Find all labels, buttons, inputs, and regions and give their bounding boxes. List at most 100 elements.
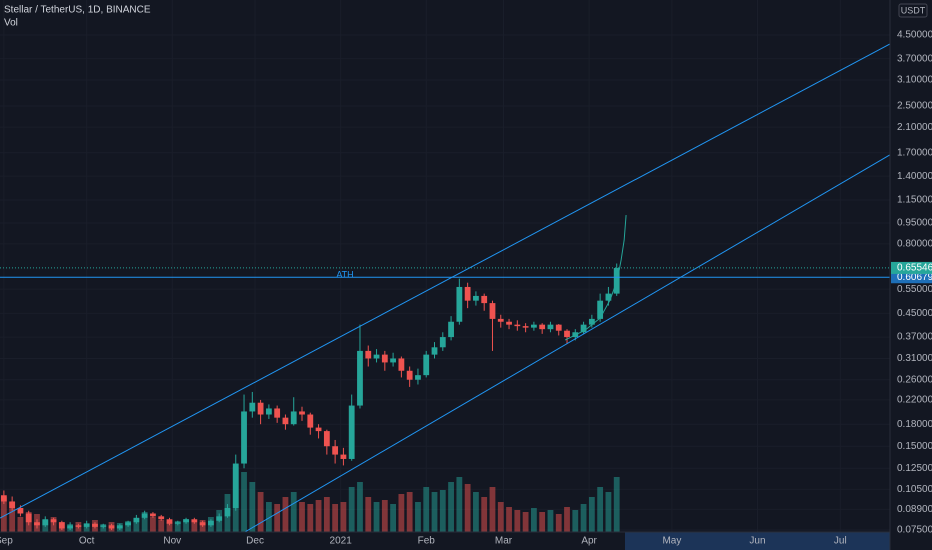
candle-body [323,431,330,447]
candle-body [473,295,479,301]
volume-bar [191,522,198,532]
volume-bar [539,512,546,532]
volume-bar [555,514,562,532]
candle-body [481,295,488,304]
last-price-badge [891,261,932,274]
candle-body [423,354,430,376]
volume-bar [249,482,256,532]
currency-badge[interactable] [898,3,928,18]
volume-bar [580,504,587,532]
volume-bar [489,487,496,532]
candle-body [150,513,156,517]
x-tick-label: Oct [79,536,95,547]
ath-label: ATH [336,269,353,279]
candle-body [232,463,239,509]
volume-bar [340,502,347,532]
volume-bar [572,510,579,532]
candle-body [448,321,454,338]
volume-bar [265,502,272,532]
trend-line [0,43,890,519]
volume-bar [481,497,488,532]
volume-bar [381,500,388,532]
volume-bar [183,519,189,532]
y-tick-label: 0.95000 [897,218,932,229]
volume-bar [448,482,454,532]
candle-body [116,525,123,529]
volume-bar [373,502,380,532]
candle-body [34,522,40,526]
volume-bar [141,512,148,532]
candle-body [158,516,165,520]
candle-body [282,417,289,425]
candle-body [241,411,247,464]
candle-body [108,525,115,529]
grid [0,0,890,532]
volume-bar [241,472,247,532]
candle-body [25,513,32,523]
y-tick-label: 4.50000 [897,30,932,41]
y-tick-label: 0.15000 [897,441,932,452]
volume-legend: Vol [4,18,18,29]
volume-bar [315,500,322,532]
y-tick-label: 0.22000 [897,395,932,406]
x-tick-label: 2021 [330,536,353,547]
candle-body [307,414,314,428]
y-tick-label: 0.26000 [897,374,932,385]
y-tick-label: 3.10000 [897,75,932,86]
candle-body [216,516,223,521]
candle-body [9,501,16,509]
volume-bar [522,512,529,532]
y-tick-label: 0.45000 [897,308,932,319]
candle-body [464,286,471,301]
volume-bar [150,517,156,532]
time-range-highlight [625,532,890,550]
candle-body [406,370,413,380]
y-tick-label: 0.07500 [897,525,932,536]
x-tick-label: Dec [246,536,264,547]
candle-body [489,303,496,319]
x-tick-label: Jun [749,536,765,547]
x-tick-label: Mar [495,536,513,547]
x-tick-label: Feb [418,536,436,547]
volume-bar [564,507,570,532]
candle-body [83,523,90,527]
candle-body [439,337,446,348]
candle-body [588,318,595,325]
candle-body [398,358,405,371]
volume-bar [514,510,521,532]
volume-bar [398,494,405,532]
volume-bar [506,507,512,532]
volume-bar [290,492,297,532]
volume-bar [456,477,463,532]
candle-body [547,324,554,330]
volume-bar [605,492,612,532]
candle-body [431,347,438,355]
candle-body [75,525,82,527]
candle-body [274,408,281,418]
candle-body [522,326,529,328]
candle-body [92,523,98,527]
volume-bar [17,517,24,532]
drawing-layer: ATH [0,43,890,532]
volume-bar [307,504,314,532]
candle-body [249,402,256,412]
candle-body [133,517,140,523]
volume-bar [597,487,604,532]
candle-body [539,324,546,330]
candle-body [199,522,206,526]
chart-title: Stellar / TetherUS, 1D, BINANCE [4,5,151,16]
volume-bar [299,502,305,532]
candle-body [224,508,231,517]
candle-body [315,427,322,432]
y-tick-label: 0.10500 [897,484,932,495]
y-tick-label: 1.15000 [897,195,932,206]
candle-body [290,411,297,425]
volume-bar [9,502,16,532]
candle-body [0,495,7,502]
y-tick-label: 1.70000 [897,147,932,158]
y-tick-label: 1.40000 [897,171,932,182]
volume-bar [431,492,438,532]
y-tick-label: 3.70000 [897,53,932,64]
